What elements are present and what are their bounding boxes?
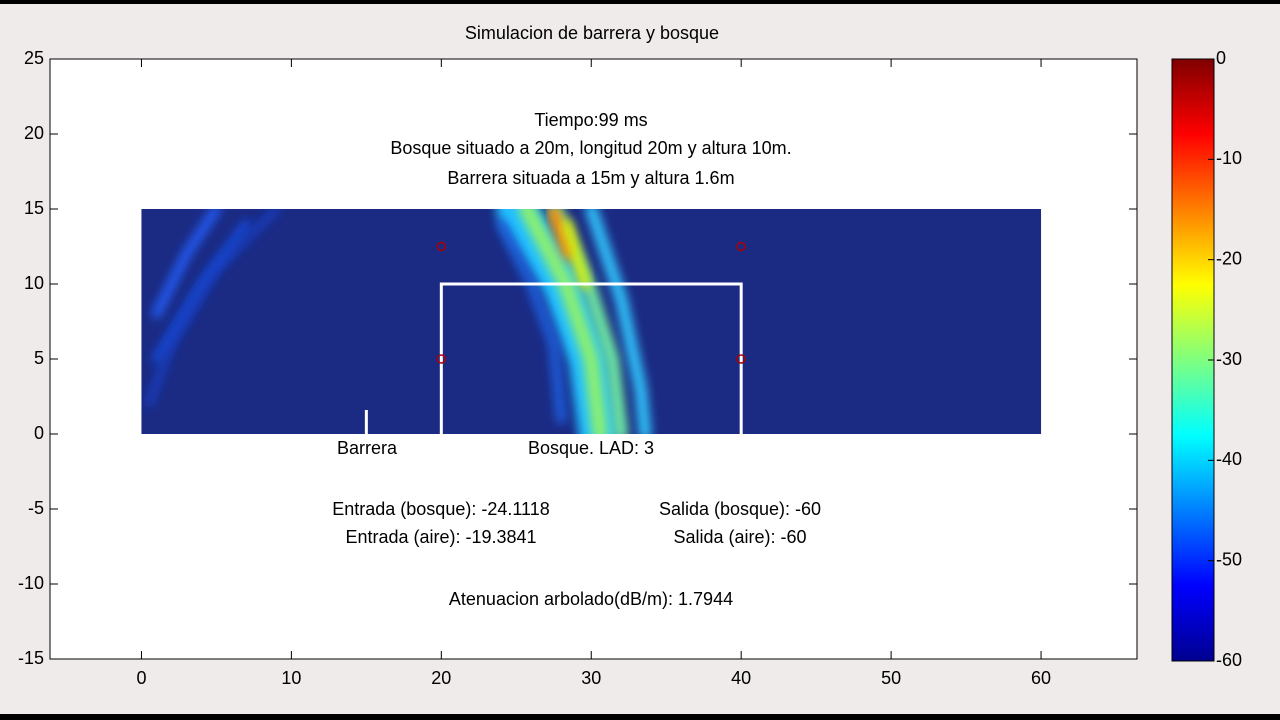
colorbar-tick-label: 0 (1216, 48, 1226, 68)
wave (152, 220, 251, 363)
chart-title: Simulacion de barrera y bosque (465, 23, 719, 43)
x-tick-label: 10 (281, 668, 301, 688)
y-tick-label: -15 (18, 648, 44, 668)
wave (518, 209, 609, 434)
x-tick-label: 50 (881, 668, 901, 688)
y-tick-label: 15 (24, 198, 44, 218)
x-tick-label: 60 (1031, 668, 1051, 688)
annotation: Salida (bosque): -60 (659, 499, 821, 519)
wave (562, 219, 591, 289)
annotation: Bosque situado a 20m, longitud 20m y alt… (390, 138, 791, 158)
x-tick-label: 20 (431, 668, 451, 688)
colorbar-tick-label: -20 (1216, 248, 1242, 268)
sensor (736, 241, 746, 252)
wave (585, 209, 652, 434)
annotation: Barrera situada a 15m y altura 1.6m (447, 168, 734, 188)
colorbar-tick-label: -10 (1216, 148, 1242, 168)
y-tick-label: 25 (24, 48, 44, 68)
x-tick-label: 40 (731, 668, 751, 688)
sensor (736, 354, 746, 364)
annotation: Atenuacion arbolado(dB/m): 1.7944 (449, 589, 733, 609)
x-tick-label: 30 (581, 668, 601, 688)
y-tick-label: -5 (28, 498, 44, 518)
annotation: Salida (aire): -60 (673, 527, 806, 547)
forest-outline (439, 282, 743, 434)
annotation: Barrera (337, 438, 398, 458)
y-tick-label: 10 (24, 273, 44, 293)
y-tick-label: 20 (24, 123, 44, 143)
wave (145, 209, 280, 408)
y-tick-label: -10 (18, 573, 44, 593)
wave (547, 209, 575, 260)
annotation: Bosque. LAD: 3 (528, 438, 654, 458)
annotation: Tiempo:99 ms (534, 110, 647, 130)
colorbar (1171, 58, 1215, 662)
sensor (436, 354, 447, 364)
y-tick-label: 0 (34, 423, 44, 443)
wave (151, 209, 221, 319)
wave-field (145, 209, 652, 434)
sensor (436, 241, 447, 252)
x-tick-label: 0 (136, 668, 146, 688)
annotation: Entrada (aire): -19.3841 (345, 527, 536, 547)
colorbar-tick-label: -60 (1216, 650, 1242, 670)
y-tick-label: 5 (34, 348, 44, 368)
wave (496, 219, 567, 424)
colorbar-tick-label: -30 (1216, 349, 1242, 369)
colorbar-tick-label: -40 (1216, 449, 1242, 469)
colorbar-tick-label: -50 (1216, 549, 1242, 569)
annotation: Entrada (bosque): -24.1118 (332, 499, 549, 519)
